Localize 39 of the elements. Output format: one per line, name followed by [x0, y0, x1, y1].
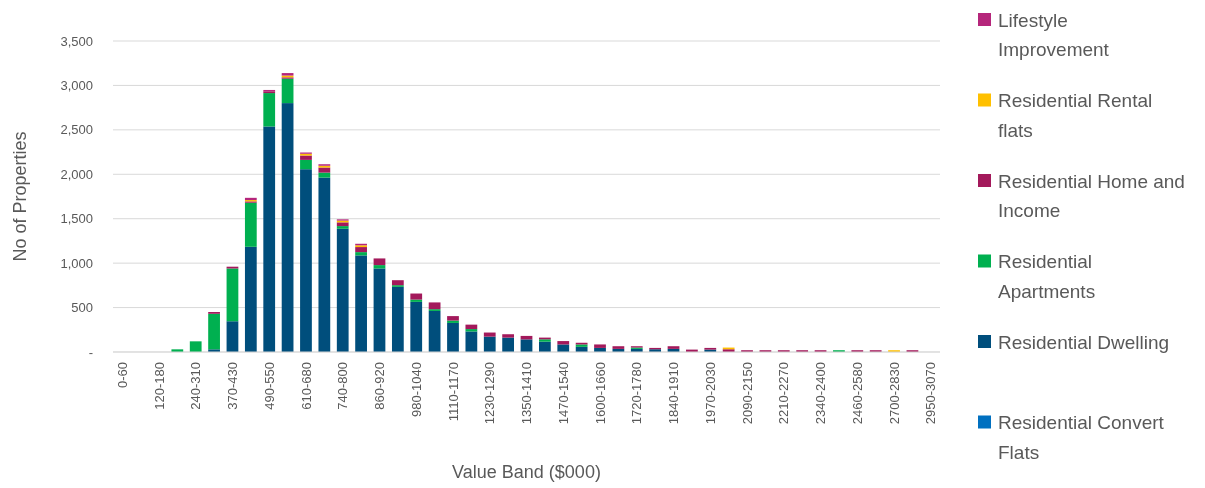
y-tick-label: 3,500 [60, 33, 93, 49]
x-tick-label: 980-1040 [408, 362, 424, 417]
x-tick-label: 2090-2150 [739, 362, 755, 425]
x-axis-title: Value Band ($000) [452, 462, 601, 482]
legend-label: Residential Home and Income [998, 170, 1185, 222]
x-tick-label: 1970-2030 [702, 362, 718, 425]
legend-label: Residential Dwelling [998, 331, 1170, 353]
x-tick-label: 2950-3070 [923, 362, 939, 425]
y-axis-title: No of Properties [10, 131, 30, 262]
legend-label: Lifestyle Improvement [998, 9, 1110, 61]
legend-label: Residential Convert Flats [998, 412, 1165, 463]
x-tick-label: 1350-1410 [519, 362, 535, 425]
x-tick-label: 740-800 [335, 362, 351, 410]
y-tick-label: 2,500 [60, 122, 93, 138]
y-tick-label: - [88, 344, 93, 360]
x-tick-label: 2700-2830 [886, 362, 902, 425]
x-tick-label: 1470-1540 [555, 362, 571, 425]
x-tick-label: 490-550 [261, 362, 277, 410]
y-tick-label: 1,500 [60, 211, 93, 227]
x-tick-label: 1840-1910 [666, 362, 682, 425]
x-tick-label: 120-180 [151, 362, 167, 410]
x-tick-label: 0-60 [114, 362, 130, 389]
x-tick-label: 860-920 [372, 362, 388, 410]
x-tick-label: 1110-1170 [445, 362, 461, 422]
x-tick-label: 2210-2270 [776, 362, 792, 425]
y-tick-label: 1,000 [60, 255, 93, 271]
legend-label: Residential Apartments [998, 251, 1096, 302]
x-tick-label: 370-430 [225, 362, 241, 410]
x-tick-label: 240-310 [188, 362, 204, 410]
legend-label: Residential Rental flats [998, 90, 1153, 141]
y-tick-label: 500 [71, 300, 93, 316]
x-tick-label: 1600-1660 [592, 362, 608, 425]
y-tick-label: 2,000 [60, 166, 93, 182]
x-tick-label: 2460-2580 [849, 362, 865, 425]
x-tick-label: 1230-1290 [482, 362, 498, 425]
x-tick-label: 610-680 [298, 362, 314, 410]
x-tick-label: 1720-1780 [629, 362, 645, 425]
x-tick-label: 2340-2400 [813, 362, 829, 425]
y-tick-label: 3,000 [60, 77, 93, 93]
